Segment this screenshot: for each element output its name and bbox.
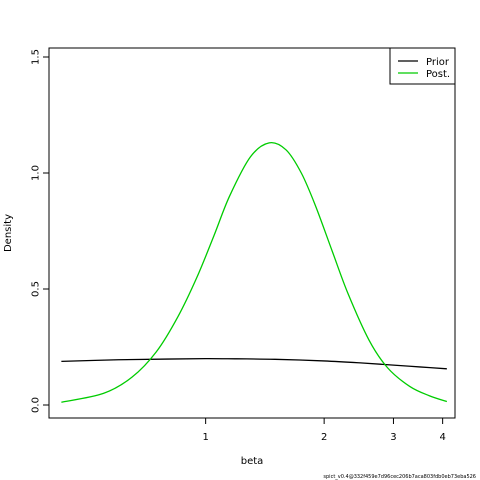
x-axis-title: beta bbox=[241, 456, 264, 467]
x-axis: 1 2 3 4 bbox=[202, 418, 446, 443]
legend-label-posterior: Post. bbox=[426, 69, 450, 80]
legend-box bbox=[389, 47, 456, 85]
y-tick-label: 0.5 bbox=[31, 281, 42, 297]
x-tick-label: 3 bbox=[390, 432, 396, 443]
x-tick-label: 4 bbox=[439, 432, 445, 443]
y-tick-label: 0.0 bbox=[31, 397, 42, 413]
series-layer bbox=[61, 141, 448, 403]
y-tick-label: 1.5 bbox=[31, 49, 42, 65]
plot-frame bbox=[48, 47, 456, 419]
x-tick-label: 1 bbox=[202, 432, 208, 443]
y-axis-title: Density bbox=[3, 214, 14, 252]
series-line-posterior bbox=[61, 141, 448, 403]
legend: Prior Post. bbox=[389, 47, 456, 85]
series-line-prior bbox=[61, 357, 447, 370]
legend-label-prior: Prior bbox=[426, 57, 450, 68]
y-axis: 0.0 0.5 1.0 1.5 bbox=[31, 49, 49, 413]
version-footnote: spict_v0.4@332f459e7d96cec206b7aca803fdb… bbox=[323, 474, 476, 480]
y-tick-label: 1.0 bbox=[31, 165, 42, 181]
x-tick-label: 2 bbox=[321, 432, 327, 443]
